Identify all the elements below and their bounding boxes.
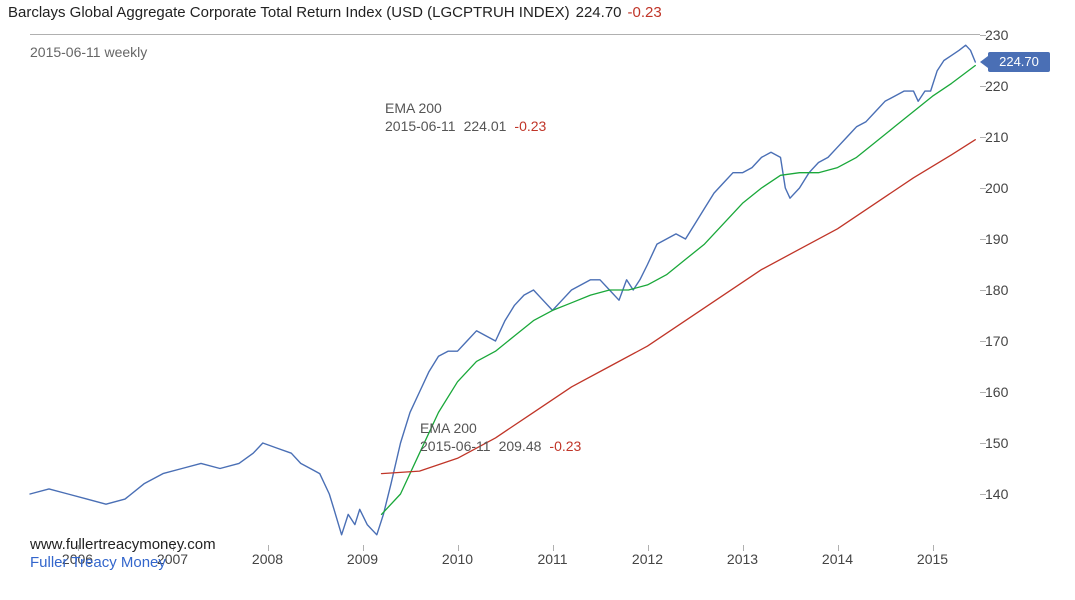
x-axis-label: 2009 xyxy=(347,551,378,567)
x-axis-label: 2013 xyxy=(727,551,758,567)
last-value-pointer: 224.70 xyxy=(988,52,1050,72)
ma-200day-date: 2015-06-11 xyxy=(385,118,456,136)
y-axis-label: 220 xyxy=(985,78,1040,94)
y-axis-label: 160 xyxy=(985,384,1040,400)
last-change: -0.23 xyxy=(628,4,662,21)
x-axis-label: 2010 xyxy=(442,551,473,567)
price-chart[interactable]: EMA 200 2015-06-11 224.01 -0.23 EMA 200 … xyxy=(30,34,980,545)
ma-200day-label: EMA 200 xyxy=(385,100,442,118)
y-axis-label: 180 xyxy=(985,282,1040,298)
source-url: www.fullertreacymoney.com xyxy=(30,536,216,553)
chart-title: Barclays Global Aggregate Corporate Tota… xyxy=(8,4,570,21)
y-axis-label: 170 xyxy=(985,333,1040,349)
x-axis-label: 2011 xyxy=(537,551,567,567)
source-name[interactable]: Fuller Treacy Money xyxy=(30,554,166,571)
y-axis-label: 230 xyxy=(985,27,1040,43)
x-axis-label: 2012 xyxy=(632,551,663,567)
ma-200day-value: 224.01 xyxy=(464,118,507,136)
ma-200week-date: 2015-06-11 xyxy=(420,438,491,456)
chart-window: Barclays Global Aggregate Corporate Tota… xyxy=(0,0,1075,600)
ma-200week-value: 209.48 xyxy=(499,438,542,456)
ma-200week-box: EMA 200 2015-06-11 209.48 -0.23 xyxy=(420,420,581,455)
ma-200week-label: EMA 200 xyxy=(420,420,477,438)
last-value: 224.70 xyxy=(576,4,622,21)
x-axis-label: 2015 xyxy=(917,551,948,567)
ma-200day-box: EMA 200 2015-06-11 224.01 -0.23 xyxy=(385,100,546,135)
ma-200week-change: -0.23 xyxy=(549,438,581,456)
source-caption: www.fullertreacymoney.com Fuller Treacy … xyxy=(30,536,216,572)
ma-200day-change: -0.23 xyxy=(514,118,546,136)
y-axis-label: 190 xyxy=(985,231,1040,247)
y-axis-label: 210 xyxy=(985,129,1040,145)
y-axis-label: 140 xyxy=(985,486,1040,502)
y-axis-label: 200 xyxy=(985,180,1040,196)
x-axis-label: 2008 xyxy=(252,551,283,567)
title-bar: Barclays Global Aggregate Corporate Tota… xyxy=(8,4,1067,32)
x-axis-label: 2014 xyxy=(822,551,853,567)
y-axis-label: 150 xyxy=(985,435,1040,451)
